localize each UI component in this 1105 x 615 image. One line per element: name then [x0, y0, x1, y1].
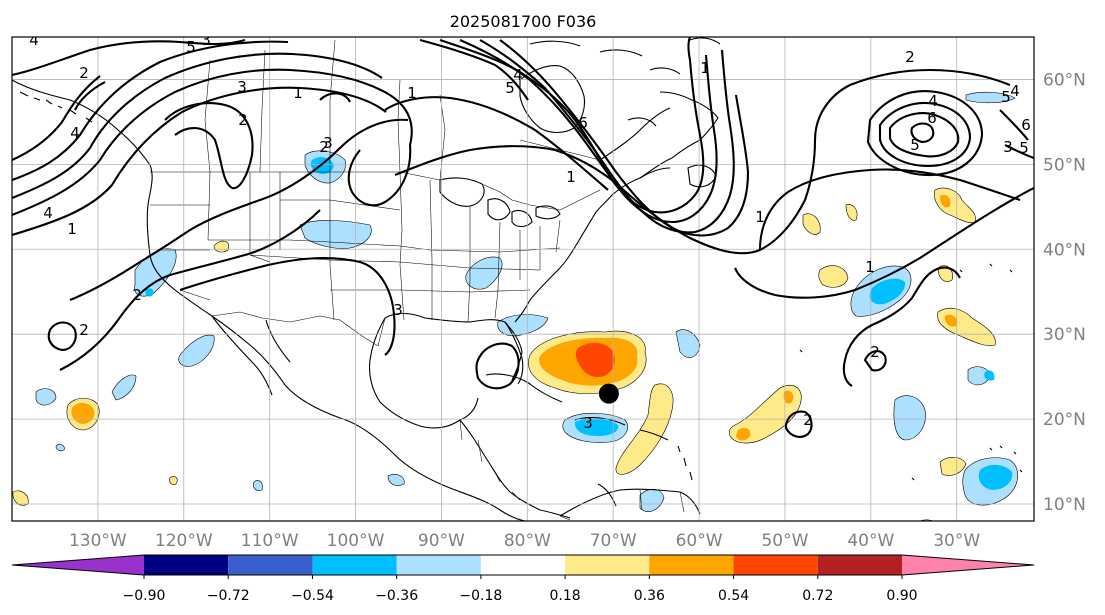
longitude-label: 120°W [155, 531, 213, 551]
contour-label: 4 [928, 92, 938, 110]
contour-label: 2 [79, 321, 89, 339]
contour-label: 5 [910, 136, 920, 154]
contour-label: 4 [70, 124, 80, 142]
contour-label: 4 [43, 204, 53, 222]
colorbar-segment [733, 555, 818, 575]
colorbar-min-extension [12, 555, 144, 575]
positive-anomaly-region [944, 314, 958, 327]
colorbar-segment [144, 555, 229, 575]
colorbar-tick-label: −0.18 [459, 588, 502, 604]
colorbar [11, 554, 1035, 576]
positive-anomaly-region [575, 342, 615, 378]
longitude-label: 110°W [241, 531, 299, 551]
longitude-label: 60°W [676, 531, 723, 551]
colorbar-tick-label: 0.54 [718, 588, 749, 604]
colorbar-tick-labels: −0.90 −0.72 −0.54 −0.36 −0.18 0.18 0.36 0.54 0.7… [123, 575, 918, 604]
colorbar-tick-label: 0.90 [886, 588, 917, 604]
negative-anomaly-region [574, 418, 619, 436]
longitude-label: 130°W [69, 531, 127, 551]
longitude-label: 90°W [418, 531, 465, 551]
negative-anomaly-region [978, 464, 1013, 490]
longitude-label: 30°W [933, 531, 980, 551]
storm-center-marker [598, 383, 619, 404]
contour-label: 1 [407, 84, 417, 102]
colorbar-segment [649, 555, 734, 575]
contour-label: 2 [905, 48, 915, 66]
contour-label: 1 [293, 84, 303, 102]
latitude-label: 60°N [1043, 70, 1086, 90]
contour-label: 3 [1003, 138, 1013, 156]
contour-label: 6 [1021, 116, 1031, 134]
longitude-label: 100°W [327, 531, 385, 551]
contour-label: 2 [79, 64, 89, 82]
colorbar-tick-label: 0.18 [550, 588, 581, 604]
colorbar-segment [312, 555, 397, 575]
longitude-label: 50°W [761, 531, 808, 551]
contour-label: 2 [132, 286, 142, 304]
longitude-label: 40°W [847, 531, 894, 551]
colorbar-tick-label: 0.36 [634, 588, 665, 604]
longitude-labels: 130°W 120°W 110°W 100°W 90°W 80°W 70°W 60°W 50°W… [69, 531, 980, 551]
contour-label: 6 [927, 109, 937, 127]
positive-anomaly-region [615, 383, 674, 475]
colorbar-tick-label: −0.54 [291, 588, 334, 604]
contour-label: 2 [803, 411, 813, 429]
colorbar-segment [396, 555, 481, 575]
contour-label: 1 [700, 59, 710, 77]
contour-label: 3 [323, 134, 333, 152]
colorbar-tick-label: −0.72 [207, 588, 250, 604]
contour-label: 1 [755, 208, 765, 226]
latitude-label: 50°N [1043, 155, 1086, 175]
contour-label: 4 [29, 31, 39, 49]
positive-anomaly-region [940, 194, 951, 208]
negative-anomaly-region [465, 256, 503, 290]
map-title: 2025081700 F036 [450, 12, 597, 31]
longitude-label: 70°W [590, 531, 637, 551]
contour-label: 5 [505, 79, 515, 97]
positive-anomaly-region [736, 390, 794, 441]
contour-lines [12, 37, 1034, 438]
latitude-label: 30°N [1043, 325, 1086, 345]
longitude-label: 80°W [504, 531, 551, 551]
contour-label: 4 [513, 66, 523, 84]
contour-label: 1 [865, 258, 875, 276]
contour-label: 3 [583, 414, 593, 432]
colorbar-segment [565, 555, 650, 575]
colorbar-tick-label: −0.90 [123, 588, 166, 604]
contour-label: 1 [566, 168, 576, 186]
contour-label: 1 [67, 220, 77, 238]
contour-label: 3 [201, 31, 211, 49]
colorbar-segment [817, 555, 902, 575]
colorbar-segment [480, 555, 566, 575]
contour-label: 2 [870, 343, 880, 361]
latitude-label: 40°N [1043, 240, 1086, 260]
map-frame [11, 36, 1035, 522]
storm-center-dot [598, 383, 619, 404]
colorbar-tick-label: −0.36 [375, 588, 418, 604]
contour-label: 5 [1019, 139, 1029, 157]
latitude-label: 10°N [1043, 495, 1086, 515]
latitude-label: 20°N [1043, 410, 1086, 430]
colorbar-max-extension [902, 555, 1034, 575]
negative-anomaly-region [869, 278, 906, 305]
contour-label: 3 [393, 301, 403, 319]
colorbar-segment [228, 555, 313, 575]
contour-label: 5 [1001, 88, 1011, 106]
latitude-labels: 10°N 20°N 30°N 40°N 50°N 60°N [1043, 70, 1086, 515]
contour-label: 3 [237, 78, 247, 96]
contour-label: 5 [186, 38, 196, 56]
colorbar-tick-label: 0.72 [802, 588, 833, 604]
contour-label: 4 [1010, 82, 1020, 100]
contour-label: 2 [319, 138, 329, 156]
coastlines [12, 37, 1023, 521]
contour-label: 2 [238, 111, 248, 129]
contour-label: 6 [578, 114, 588, 132]
